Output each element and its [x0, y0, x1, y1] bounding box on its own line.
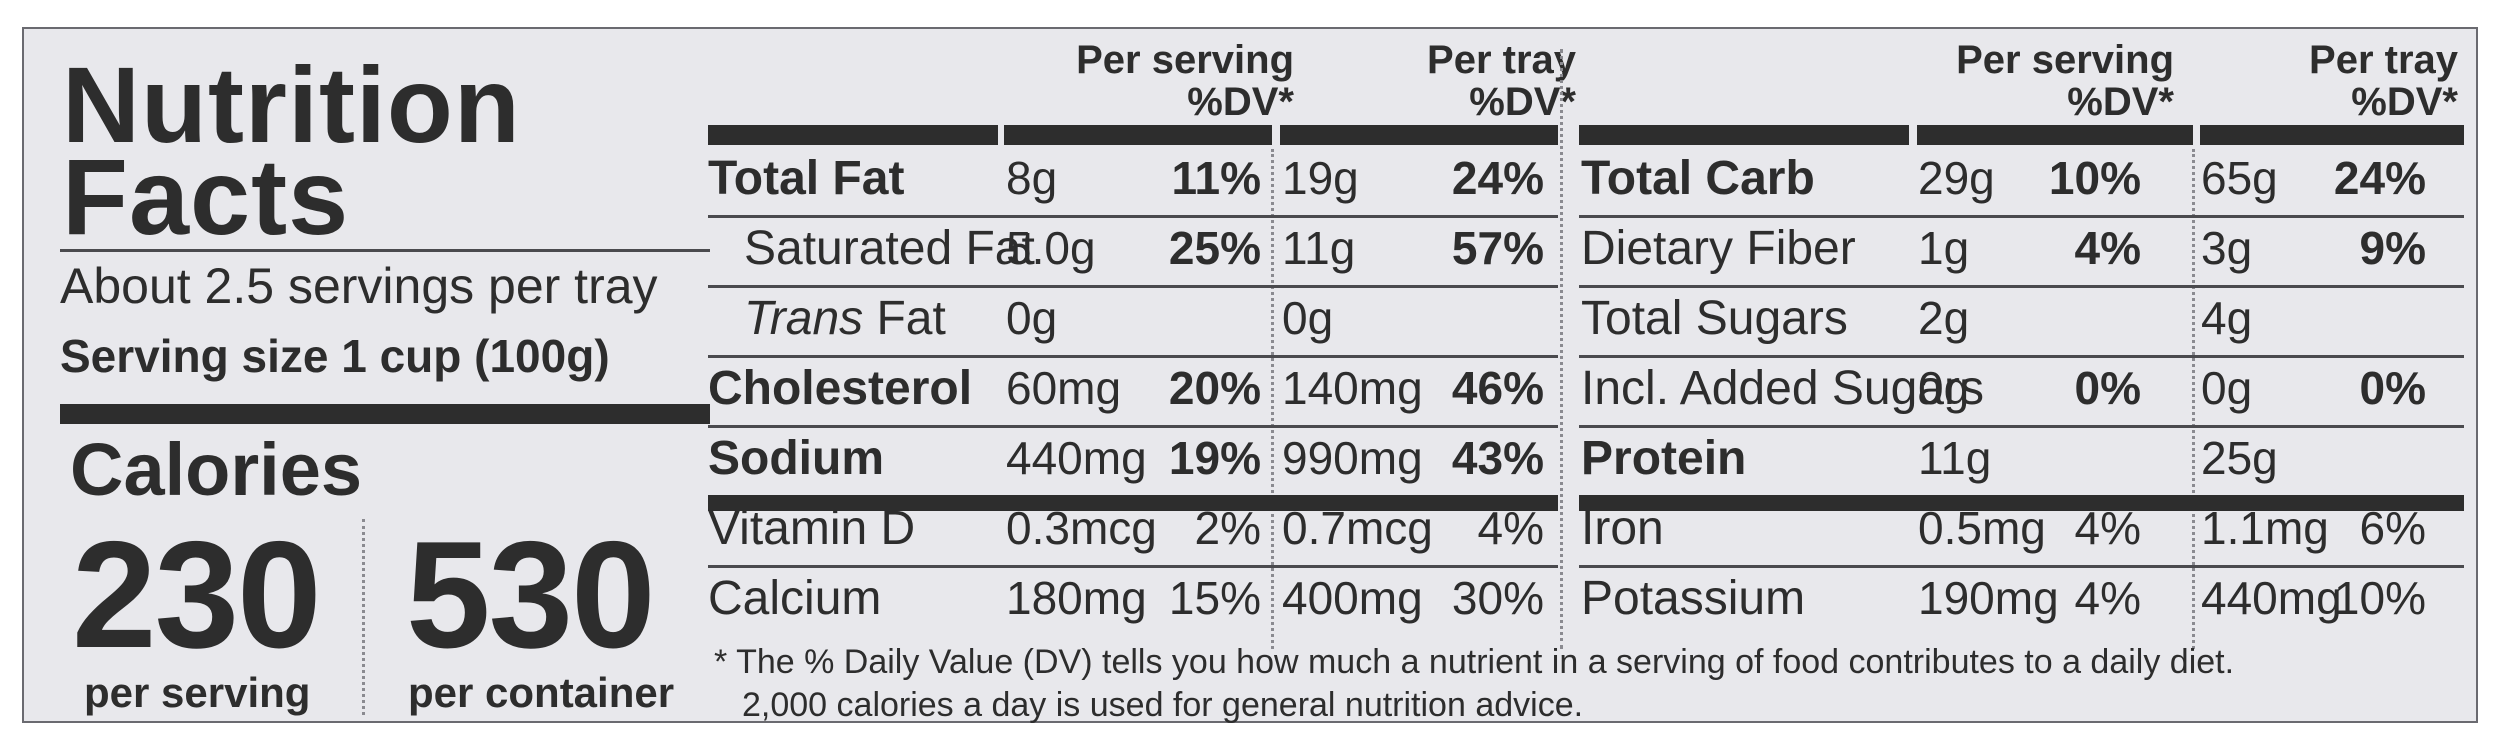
- tray-amount: 990mg: [1282, 432, 1423, 484]
- tray-amount: 25g: [2201, 432, 2278, 484]
- tray-amount: 0g: [2201, 362, 2253, 414]
- calories-separator: [362, 519, 365, 715]
- calories-label: Calories: [70, 428, 363, 511]
- left-col-sep-1: [1271, 149, 1274, 649]
- tray-amount: 400mg: [1282, 572, 1423, 624]
- right-header-bar-tray: [2200, 125, 2464, 145]
- serving-amount: 190mg: [1918, 572, 2059, 624]
- nutrient-name: Total Fat: [708, 152, 905, 205]
- right-per-serving-header: Per serving %DV*: [1956, 38, 2174, 124]
- tray-amount: 4g: [2201, 292, 2253, 344]
- footnote-line1: * The % Daily Value (DV) tells you how m…: [714, 643, 2235, 681]
- serving-amount: 440mg: [1006, 432, 1147, 484]
- serving-dv: 19%: [1168, 432, 1261, 484]
- nutrient-name: Potassium: [1581, 572, 1806, 625]
- nutrient-name: Dietary Fiber: [1581, 222, 1856, 275]
- row-divider: [708, 425, 1558, 428]
- row-divider: [1579, 495, 2464, 511]
- calories-per-container-value: 530: [406, 510, 656, 680]
- nutrient-name: Cholesterol: [708, 362, 973, 415]
- row-divider: [1579, 215, 2464, 218]
- servings-per-tray: About 2.5 servings per tray: [60, 258, 658, 314]
- row-divider: [708, 215, 1558, 218]
- tray-dv: 24%: [1451, 152, 1544, 204]
- footnote: * The % Daily Value (DV) tells you how m…: [714, 641, 2234, 726]
- nutrient-name: Total Carb: [1581, 152, 1815, 205]
- left-header-bar-name: [708, 125, 998, 145]
- tray-amount: 440mg: [2201, 572, 2342, 624]
- tray-amount: 0g: [1282, 292, 1334, 344]
- left-per-serving-header: Per serving %DV*: [1076, 38, 1294, 124]
- serving-amount: 0g: [1006, 292, 1058, 344]
- footnote-line2: 2,000 calories a day is used for general…: [742, 685, 1584, 724]
- right-per-tray-header: Per tray %DV*: [2309, 38, 2458, 124]
- row-divider: [1579, 565, 2464, 568]
- tray-dv: 43%: [1451, 432, 1544, 484]
- row-divider: [1579, 355, 2464, 358]
- tray-dv: 0%: [2359, 362, 2426, 414]
- nutrient-name: Sodium: [708, 432, 884, 485]
- serving-dv: 4%: [2074, 572, 2141, 624]
- nutrient-name: Protein: [1581, 432, 1747, 485]
- title-line1: Nutrition: [62, 44, 521, 165]
- right-header-bar-serving: [1917, 125, 2193, 145]
- serving-amount: 2g: [1918, 292, 1970, 344]
- row-divider: [708, 495, 1558, 511]
- serving-amount: 180mg: [1006, 572, 1147, 624]
- nutrient-name: Total Sugars: [1581, 292, 1848, 345]
- nutrient-name: Incl. Added Sugars: [1581, 362, 1984, 415]
- nutrient-name: Saturated Fat: [744, 222, 1035, 275]
- right-col-sep-1: [2192, 149, 2195, 649]
- row-divider: [708, 565, 1558, 568]
- serving-size-bar: [60, 404, 710, 424]
- tray-dv: 57%: [1451, 222, 1544, 274]
- tray-dv: 24%: [2333, 152, 2426, 204]
- tray-dv: 9%: [2359, 222, 2426, 274]
- tray-amount: 19g: [1282, 152, 1359, 204]
- calories-per-serving-label: per serving: [84, 669, 311, 716]
- row-divider: [708, 285, 1558, 288]
- serving-dv: 0%: [2074, 362, 2141, 414]
- right-header-bar-name: [1579, 125, 1909, 145]
- serving-dv: 15%: [1168, 572, 1261, 624]
- nutrient-name: Calcium: [708, 572, 882, 625]
- serving-amount: 5.0g: [1006, 222, 1096, 274]
- left-header-bar-serving: [1004, 125, 1272, 145]
- tray-dv: 30%: [1451, 572, 1544, 624]
- tray-dv: 46%: [1451, 362, 1544, 414]
- serving-amount: 11g: [1918, 432, 1992, 484]
- left-per-tray-header: Per tray %DV*: [1427, 38, 1576, 124]
- row-divider: [708, 355, 1558, 358]
- title-line2: Facts: [62, 136, 350, 257]
- serving-amount: 1g: [1918, 222, 1970, 274]
- tray-amount: 3g: [2201, 222, 2253, 274]
- serving-dv: 25%: [1168, 222, 1261, 274]
- tray-amount: 11g: [1282, 222, 1356, 274]
- tray-amount: 140mg: [1282, 362, 1423, 414]
- serving-dv: 20%: [1168, 362, 1261, 414]
- serving-dv: 10%: [2048, 152, 2141, 204]
- row-divider: [1579, 425, 2464, 428]
- serving-size: Serving size 1 cup (100g): [60, 330, 610, 382]
- left-header-bar-tray: [1280, 125, 1558, 145]
- table-separator: [1560, 49, 1563, 649]
- nutrient-name: Trans Fat: [744, 292, 946, 345]
- serving-amount: 0g: [1918, 362, 1970, 414]
- calories-per-container-label: per container: [408, 669, 675, 716]
- row-divider: [1579, 285, 2464, 288]
- serving-dv: 4%: [2074, 222, 2141, 274]
- serving-amount: 8g: [1006, 152, 1058, 204]
- title-divider: [60, 249, 710, 252]
- nutrition-facts-label: Nutrition Facts About 2.5 servings per t…: [22, 27, 2478, 726]
- tray-dv: 10%: [2333, 572, 2426, 624]
- serving-amount: 29g: [1918, 152, 1995, 204]
- serving-amount: 60mg: [1006, 362, 1122, 414]
- calories-per-serving-value: 230: [72, 510, 322, 680]
- tray-amount: 65g: [2201, 152, 2278, 204]
- serving-dv: 11%: [1171, 152, 1261, 204]
